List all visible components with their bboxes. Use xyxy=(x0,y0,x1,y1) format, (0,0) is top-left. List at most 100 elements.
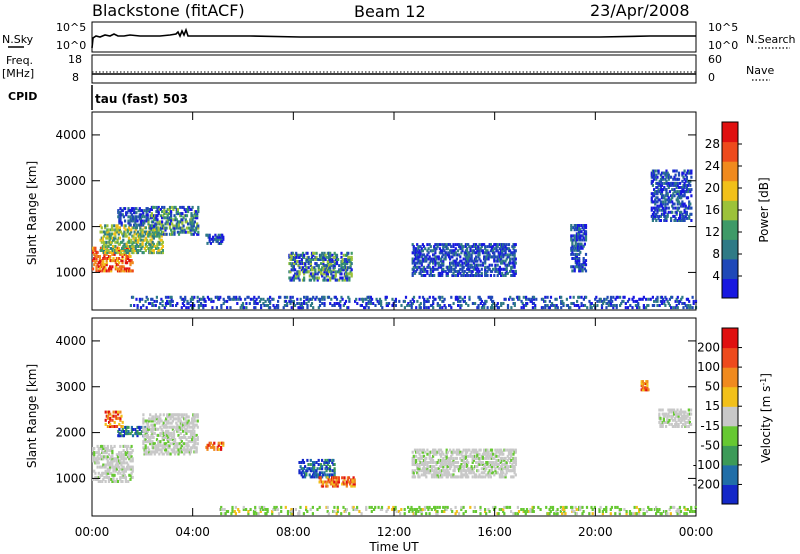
velocity-range-cell xyxy=(490,463,494,466)
velocity-range-cell xyxy=(191,433,194,437)
velocity-range-cell xyxy=(321,484,325,488)
power-range-cell xyxy=(686,183,690,187)
power-range-cell xyxy=(174,216,177,220)
power-range-cell xyxy=(124,261,127,265)
velocity-range-cell xyxy=(111,480,114,483)
power-range-cell xyxy=(442,253,445,257)
power-range-cell xyxy=(202,304,205,307)
power-range-cell xyxy=(456,249,460,253)
velocity-range-cell xyxy=(131,449,134,453)
velocity-range-cell xyxy=(111,453,114,457)
power-range-cell xyxy=(187,302,190,305)
velocity-range-cell xyxy=(145,433,148,437)
power-range-cell xyxy=(140,219,144,223)
power-colorbar-segment xyxy=(722,141,738,162)
power-range-cell xyxy=(114,261,117,265)
power-range-cell xyxy=(109,242,112,246)
power-range-cell xyxy=(155,222,158,226)
power-range-cell xyxy=(573,228,576,232)
power-range-cell xyxy=(477,306,480,310)
power-range-cell xyxy=(428,265,431,269)
power-range-cell xyxy=(139,226,142,230)
velocity-range-cell xyxy=(351,480,354,484)
power-range-cell xyxy=(479,302,482,305)
power-range-cell xyxy=(156,210,159,214)
velocity-range-cell xyxy=(172,446,176,450)
velocity-range-cell xyxy=(105,457,108,461)
power-range-cell xyxy=(330,297,333,301)
power-range-cell xyxy=(419,267,422,271)
velocity-range-cell xyxy=(646,384,649,388)
power-range-cell xyxy=(298,278,301,282)
power-range-cell xyxy=(317,258,320,261)
power-range-cell xyxy=(412,259,415,263)
velocity-range-cell xyxy=(182,415,185,419)
power-range-cell xyxy=(165,210,168,214)
velocity-range-cell xyxy=(177,433,180,437)
power-range-cell xyxy=(577,304,580,307)
power-range-cell xyxy=(580,244,583,248)
velocity-range-cell xyxy=(476,452,479,456)
power-range-cell xyxy=(136,249,140,252)
velocity-range-cell xyxy=(445,452,448,456)
power-range-cell xyxy=(426,243,429,247)
velocity-range-cell xyxy=(168,446,171,450)
velocity-range-cell xyxy=(422,473,426,477)
power-range-cell xyxy=(413,263,417,267)
power-range-cell xyxy=(411,271,414,275)
power-range-cell xyxy=(474,302,477,305)
power-range-cell xyxy=(496,274,499,277)
power-range-cell xyxy=(636,306,639,310)
velocity-range-cell xyxy=(471,458,474,462)
power-range-cell xyxy=(437,265,440,269)
power-range-cell xyxy=(267,297,271,301)
velocity-range-cell xyxy=(678,412,681,416)
power-range-cell xyxy=(303,278,306,282)
power-range-cell xyxy=(679,299,682,303)
power-range-cell xyxy=(427,299,430,303)
velocity-range-cell xyxy=(138,428,141,431)
power-range-cell xyxy=(236,302,239,305)
velocity-range-cell xyxy=(264,508,267,511)
velocity-range-cell xyxy=(418,463,421,466)
velocity-range-cell xyxy=(328,467,332,471)
power-range-cell xyxy=(150,214,153,218)
power-range-cell xyxy=(139,217,142,221)
velocity-range-cell xyxy=(479,456,482,460)
power-range-cell xyxy=(517,297,520,301)
power-range-cell xyxy=(433,253,436,257)
power-range-cell xyxy=(347,306,350,310)
velocity-range-cell xyxy=(673,412,676,416)
velocity-range-cell xyxy=(452,456,455,460)
velocity-range-cell xyxy=(187,450,190,454)
power-range-cell xyxy=(683,181,686,185)
velocity-range-cell xyxy=(217,447,220,451)
power-range-cell xyxy=(162,214,165,218)
velocity-range-cell xyxy=(118,422,121,426)
power-range-cell xyxy=(492,267,495,271)
velocity-range-cell xyxy=(436,471,439,475)
power-range-cell xyxy=(333,264,336,268)
power-range-cell xyxy=(105,252,108,256)
power-range-cell xyxy=(307,255,310,259)
power-range-cell xyxy=(688,188,691,192)
power-range-cell xyxy=(665,219,668,222)
power-range-cell xyxy=(471,245,474,249)
power-range-cell xyxy=(289,302,292,305)
power-range-cell xyxy=(507,247,511,251)
power-range-cell xyxy=(169,304,172,307)
power-range-cell xyxy=(154,304,157,307)
power-range-cell xyxy=(151,297,154,301)
power-range-cell xyxy=(295,251,298,255)
power-range-cell xyxy=(468,255,471,259)
power-range-cell xyxy=(560,306,563,310)
velocity-range-cell xyxy=(126,467,129,471)
velocity-range-cell xyxy=(165,448,168,452)
power-range-cell xyxy=(339,306,342,310)
power-range-cell xyxy=(634,304,637,307)
velocity-range-cell xyxy=(175,442,178,446)
power-range-cell xyxy=(295,274,298,278)
power-range-cell xyxy=(498,269,501,273)
power-range-cell xyxy=(343,264,346,268)
power-range-cell xyxy=(329,268,332,272)
